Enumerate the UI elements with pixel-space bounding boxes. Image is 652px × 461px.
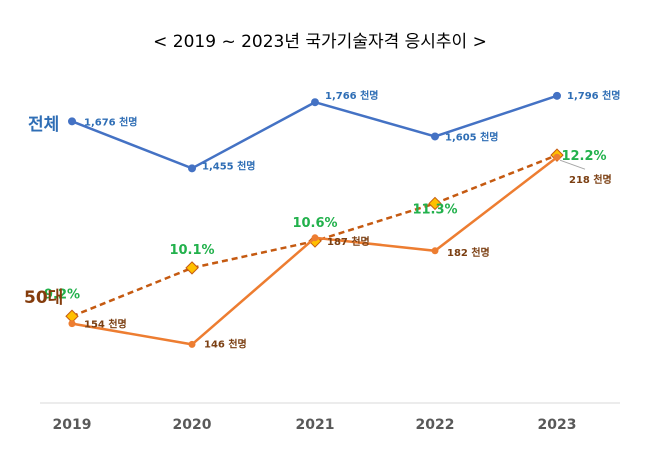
fifty-data-label-2019: 154 천명 — [84, 318, 127, 331]
fifty-data-label-2023: 218 천명 — [569, 173, 612, 186]
share-data-label-2019: 9.2% — [44, 287, 80, 302]
share-point-2020 — [185, 261, 199, 275]
fifty-point-2021 — [311, 234, 319, 242]
total-data-label-2019: 1,676 천명 — [84, 115, 138, 128]
total-point-2020 — [188, 164, 196, 173]
share-series: 9.2% 10.1% 10.6% 11.3% 12.2% — [44, 148, 607, 323]
total-series: 1,676 천명 1,455 천명 1,766 천명 1,605 천명 1,796 천명 — [68, 89, 621, 173]
fifty-point-2019 — [68, 320, 76, 328]
share-data-label-2021: 10.6% — [292, 216, 337, 231]
share-data-label-2022: 11.3% — [412, 202, 457, 217]
fifty-point-2020 — [188, 340, 196, 348]
fifty-point-2022 — [431, 247, 439, 255]
fifty-label-leader-line — [559, 159, 586, 170]
total-series-name: 전체 — [28, 115, 59, 135]
fifty-point-2023 — [553, 153, 561, 161]
total-data-label-2020: 1,455 천명 — [202, 159, 256, 172]
fifty-data-label-2020: 146 천명 — [204, 337, 247, 350]
x-tick-label-2023: 2023 — [538, 417, 577, 433]
x-tick-label-2022: 2022 — [416, 417, 455, 433]
x-tick-label-2019: 2019 — [53, 417, 92, 433]
fifty-series-name: 50대 — [24, 288, 63, 308]
total-data-label-2021: 1,766 천명 — [325, 89, 379, 102]
total-point-2022 — [431, 132, 439, 141]
x-tick-label-2021: 2021 — [296, 417, 335, 433]
total-point-2019 — [68, 117, 76, 126]
fifty-data-label-2022: 182 천명 — [447, 246, 490, 259]
total-point-2023 — [553, 91, 561, 100]
fifty-data-label-2021: 187 천명 — [327, 235, 370, 248]
share-point-2022 — [428, 196, 442, 211]
share-data-label-2020: 10.1% — [169, 243, 214, 258]
x-axis-tick-labels: 2019 2020 2021 2022 2023 — [53, 417, 577, 433]
total-data-label-2023: 1,796 천명 — [567, 89, 621, 102]
total-data-label-2022: 1,605 천명 — [445, 130, 499, 143]
chart-title: < 2019 ~ 2023년 국가기술자격 응시추이 > — [153, 32, 487, 52]
fifty-series: 154 천명 146 천명 187 천명 182 천명 218 천명 — [68, 153, 612, 350]
total-point-2021 — [311, 98, 319, 107]
share-data-label-2023: 12.2% — [561, 149, 606, 164]
x-tick-label-2020: 2020 — [173, 417, 212, 433]
